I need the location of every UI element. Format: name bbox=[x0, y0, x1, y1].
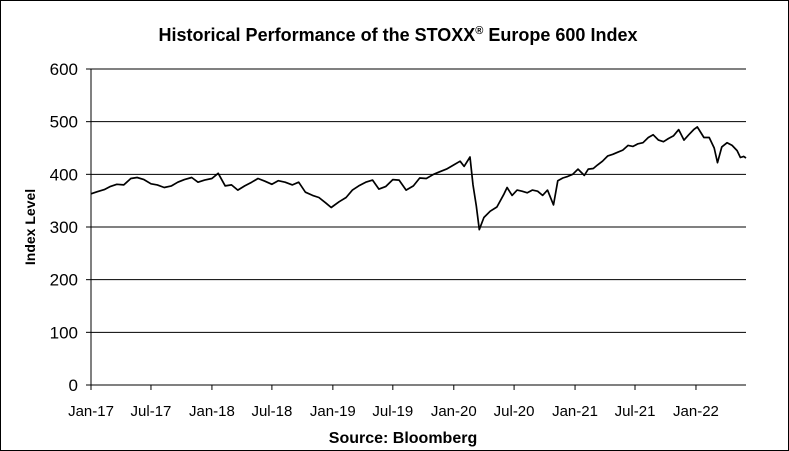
y-tick-label: 0 bbox=[69, 376, 78, 395]
y-tick-label: 600 bbox=[50, 60, 78, 79]
x-tick-label: Jan-21 bbox=[552, 403, 598, 420]
x-tick-label: Jan-17 bbox=[68, 403, 114, 420]
x-tick-label: Jul-20 bbox=[494, 403, 535, 420]
x-tick-label: Jul-18 bbox=[251, 403, 292, 420]
y-tick-label: 200 bbox=[50, 271, 78, 290]
chart-title: Historical Performance of the STOXX® Eur… bbox=[159, 25, 638, 45]
x-axis-ticks: Jan-17 Jul-17 Jan-18 Jul-18 Jan-19 Jul-19 Jan-… bbox=[68, 385, 719, 420]
x-tick-label: Jan-18 bbox=[189, 403, 235, 420]
y-tick-label: 100 bbox=[50, 323, 78, 342]
y-tick-label: 400 bbox=[50, 165, 78, 184]
y-axis-ticks: 0 100 200 300 400 500 600 bbox=[50, 60, 91, 395]
gridlines bbox=[91, 68, 746, 333]
x-tick-label: Jul-19 bbox=[372, 403, 413, 420]
x-tick-label: Jan-19 bbox=[310, 403, 356, 420]
y-tick-label: 500 bbox=[50, 113, 78, 132]
source-label: Source: Bloomberg bbox=[329, 430, 477, 447]
x-tick-label: Jan-22 bbox=[673, 403, 719, 420]
series-layer bbox=[90, 126, 747, 231]
y-tick-label: 300 bbox=[50, 218, 78, 237]
x-tick-label: Jul-17 bbox=[131, 403, 172, 420]
series-line bbox=[90, 126, 747, 231]
x-tick-label: Jul-21 bbox=[615, 403, 656, 420]
y-axis-label: Index Level bbox=[22, 189, 38, 265]
x-tick-label: Jan-20 bbox=[431, 403, 477, 420]
